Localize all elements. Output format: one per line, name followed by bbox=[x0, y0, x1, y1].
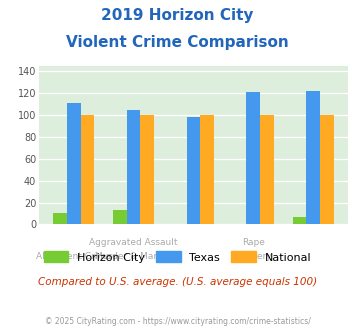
Text: Aggravated Assault: Aggravated Assault bbox=[89, 238, 178, 247]
Bar bbox=[187, 117, 200, 224]
Bar bbox=[81, 115, 94, 224]
Bar bbox=[113, 210, 127, 224]
Text: All Violent Crime: All Violent Crime bbox=[36, 252, 111, 261]
Bar bbox=[127, 110, 141, 224]
Text: Robbery: Robbery bbox=[235, 252, 272, 261]
Text: Compared to U.S. average. (U.S. average equals 100): Compared to U.S. average. (U.S. average … bbox=[38, 277, 317, 287]
Bar bbox=[141, 115, 154, 224]
Text: Rape: Rape bbox=[242, 238, 265, 247]
Bar bbox=[246, 92, 260, 224]
Bar bbox=[67, 103, 81, 224]
Text: 2019 Horizon City: 2019 Horizon City bbox=[101, 8, 254, 23]
Bar bbox=[293, 217, 306, 224]
Text: © 2025 CityRating.com - https://www.cityrating.com/crime-statistics/: © 2025 CityRating.com - https://www.city… bbox=[45, 317, 310, 326]
Bar bbox=[53, 214, 67, 224]
Bar bbox=[260, 115, 274, 224]
Bar bbox=[200, 115, 214, 224]
Bar bbox=[306, 91, 320, 224]
Legend: Horizon City, Texas, National: Horizon City, Texas, National bbox=[44, 251, 311, 263]
Bar bbox=[320, 115, 334, 224]
Text: Violent Crime Comparison: Violent Crime Comparison bbox=[66, 35, 289, 50]
Text: Murder & Mans...: Murder & Mans... bbox=[95, 252, 172, 261]
